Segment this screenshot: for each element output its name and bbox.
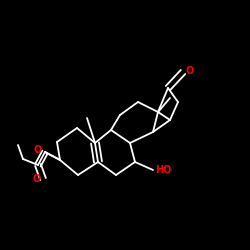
Text: O: O [185, 66, 193, 76]
Text: O: O [34, 145, 42, 155]
Text: HO: HO [155, 165, 172, 175]
Text: O: O [33, 174, 41, 184]
